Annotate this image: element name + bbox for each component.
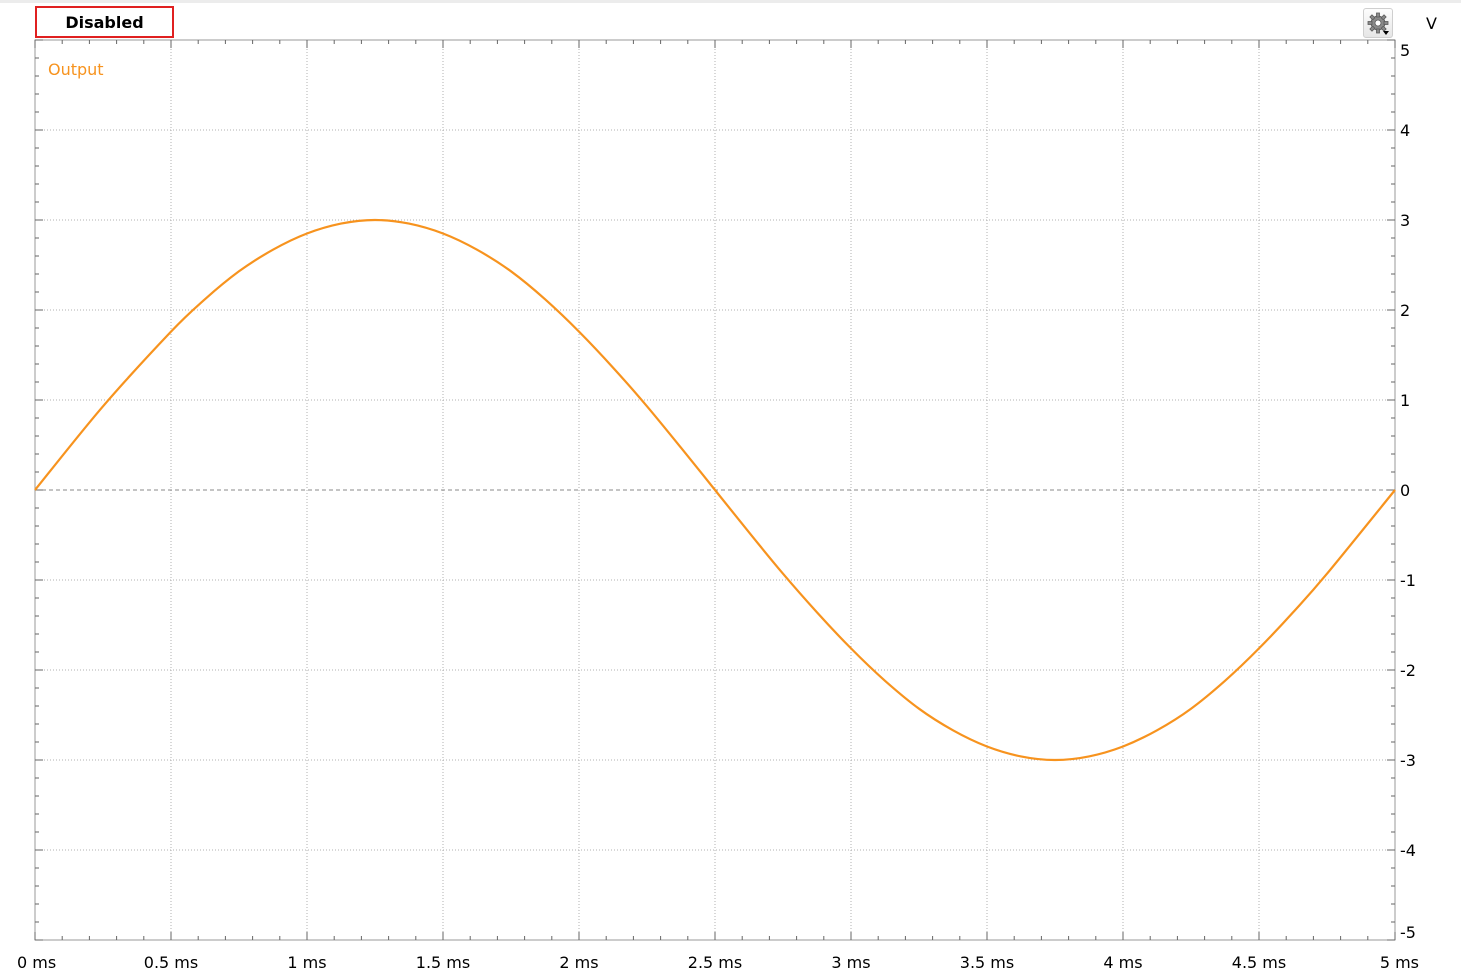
status-label: Disabled — [65, 12, 144, 32]
y-tick-label: -5 — [1400, 923, 1416, 942]
x-tick-label: 2.5 ms — [688, 953, 742, 972]
y-axis-unit: V — [1426, 14, 1437, 33]
tick-labels: 0 ms 0.5 ms 1 ms 1.5 ms 2 ms 2.5 ms 3 ms 3.5 ms… — [17, 41, 1419, 972]
x-tick-label: 2 ms — [559, 953, 598, 972]
x-tick-label: 5 ms — [1380, 953, 1419, 972]
chart-series — [34, 218, 1396, 762]
y-tick-label: 0 — [1400, 481, 1410, 500]
x-tick-label: 3.5 ms — [960, 953, 1014, 972]
y-tick-label: 1 — [1400, 391, 1410, 410]
y-tick-label: 3 — [1400, 211, 1410, 230]
x-tick-label: 0.5 ms — [144, 953, 198, 972]
y-tick-label: 4 — [1400, 121, 1410, 140]
series-line-output — [34, 218, 1396, 762]
y-tick-label: 5 — [1400, 41, 1410, 60]
gear-icon — [1367, 12, 1389, 35]
y-tick-label: -3 — [1400, 751, 1416, 770]
x-tick-label: 1.5 ms — [416, 953, 470, 972]
legend-output: Output — [48, 60, 104, 79]
x-tick-label: 4 ms — [1103, 953, 1142, 972]
y-tick-label: 2 — [1400, 301, 1410, 320]
status-indicator[interactable]: Disabled — [35, 6, 174, 38]
top-toolbar: Disabled V — [0, 0, 1461, 38]
x-tick-label: 1 ms — [287, 953, 326, 972]
x-tick-label: 4.5 ms — [1232, 953, 1286, 972]
y-tick-label: -1 — [1400, 571, 1416, 590]
settings-button[interactable] — [1363, 8, 1393, 38]
x-tick-label: 0 ms — [17, 953, 56, 972]
y-tick-label: -2 — [1400, 661, 1416, 680]
x-tick-label: 3 ms — [831, 953, 870, 972]
y-tick-label: -4 — [1400, 841, 1416, 860]
